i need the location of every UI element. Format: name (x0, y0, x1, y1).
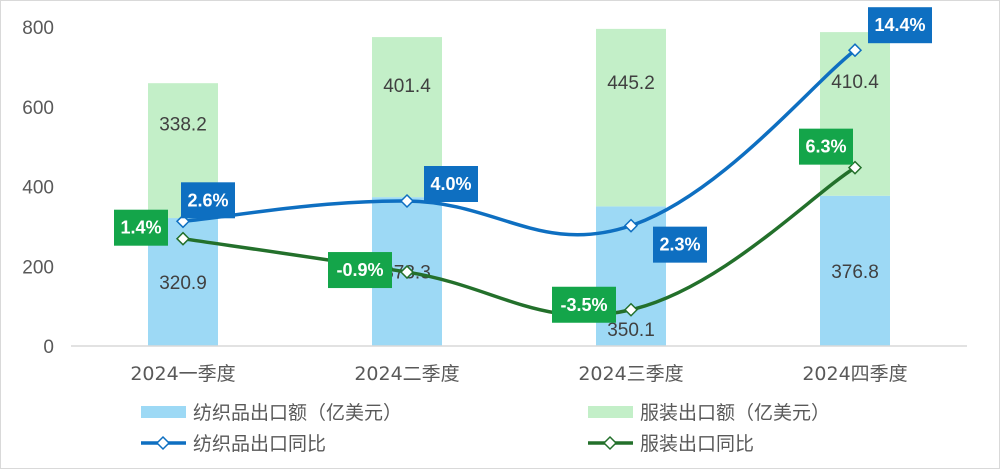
x-tick-label: 2024三季度 (578, 363, 683, 385)
textile-yoy-marker (847, 43, 863, 58)
bar-apparel (596, 28, 666, 207)
textile-yoy-marker (623, 218, 639, 233)
apparel-yoy-label-box (799, 128, 853, 165)
apparel-yoy-marker (623, 302, 639, 317)
textile-yoy-data-label: 4.0% (430, 174, 471, 194)
bar-data-label: 376.8 (831, 262, 879, 283)
legend-label: 纺织品出口额（亿美元） (193, 402, 402, 424)
legend-marker (155, 435, 171, 451)
legend-marker (602, 435, 618, 451)
textile-yoy-line (182, 48, 857, 237)
y-tick-label: 0 (43, 337, 54, 358)
apparel-yoy-data-label: -3.5% (560, 295, 607, 315)
x-tick-label: 2024二季度 (354, 363, 459, 385)
bar-textile (820, 195, 890, 346)
legend-label: 服装出口额（亿美元） (640, 402, 830, 424)
textile-yoy-marker (399, 193, 415, 209)
y-tick-label: 200 (22, 257, 54, 278)
x-axis: 2024一季度 2024二季度 2024三季度 2024四季度 (130, 363, 907, 385)
apparel-yoy-label-box (328, 252, 392, 289)
bar-data-label: 401.4 (383, 76, 431, 97)
textile-yoy-label-box (181, 182, 235, 219)
x-tick-label: 2024四季度 (802, 363, 907, 385)
apparel-yoy-label-box (114, 209, 168, 246)
apparel-yoy-data-label: -0.9% (336, 260, 383, 280)
y-tick-label: 800 (22, 18, 54, 39)
legend-label: 服装出口同比 (640, 433, 754, 455)
apparel-yoy-label-box (552, 286, 616, 323)
bar-data-label: 350.1 (607, 320, 655, 341)
bar-data-label: 320.9 (159, 273, 207, 294)
legend-swatch-bar (141, 406, 186, 418)
apparel-yoy-line (182, 166, 856, 317)
y-tick-label: 600 (22, 98, 54, 119)
legend-swatch-bar (588, 406, 633, 418)
textile-yoy-data-label: 14.4% (874, 15, 925, 35)
textile-yoy-label-box (653, 226, 707, 263)
bar-data-label: 445.2 (607, 73, 655, 94)
textile-yoy-data-label: 2.6% (187, 190, 228, 210)
textile-yoy-label-box (424, 166, 478, 202)
apparel-yoy-marker (175, 231, 191, 246)
legend-label: 纺织品出口同比 (193, 433, 326, 455)
x-tick-label: 2024一季度 (130, 363, 235, 385)
bar-data-label: 338.2 (159, 115, 207, 136)
legend: 纺织品出口额（亿美元） 服装出口额（亿美元） 纺织品出口同比 服装出口同比 (141, 402, 830, 455)
y-axis: 0 200 400 600 800 (22, 18, 54, 358)
apparel-yoy-data-label: 6.3% (805, 137, 846, 157)
textile-yoy-label-box (868, 7, 932, 44)
y-tick-label: 400 (22, 178, 54, 199)
textile-yoy-data-label: 2.3% (659, 235, 700, 255)
bar-data-label: 410.4 (831, 72, 879, 93)
apparel-yoy-marker (399, 264, 415, 280)
apparel-yoy-data-label: 1.4% (120, 218, 161, 238)
lines: 2.6% 4.0% 2.3% 14.4% 1.4% -0.9% -3.5% 6.3% (114, 7, 932, 323)
